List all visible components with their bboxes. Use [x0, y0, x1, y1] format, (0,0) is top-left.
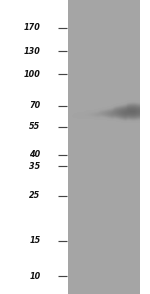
Text: 25: 25 [29, 191, 40, 201]
Text: 70: 70 [29, 101, 40, 110]
Text: 40: 40 [29, 150, 40, 159]
Text: 10: 10 [29, 272, 40, 281]
Text: 35: 35 [29, 162, 40, 171]
Text: 15: 15 [29, 236, 40, 245]
Text: 55: 55 [29, 122, 40, 131]
Text: 100: 100 [24, 70, 40, 79]
Text: 170: 170 [24, 24, 40, 32]
Bar [140, 0, 150, 294]
Text: 130: 130 [24, 47, 40, 56]
